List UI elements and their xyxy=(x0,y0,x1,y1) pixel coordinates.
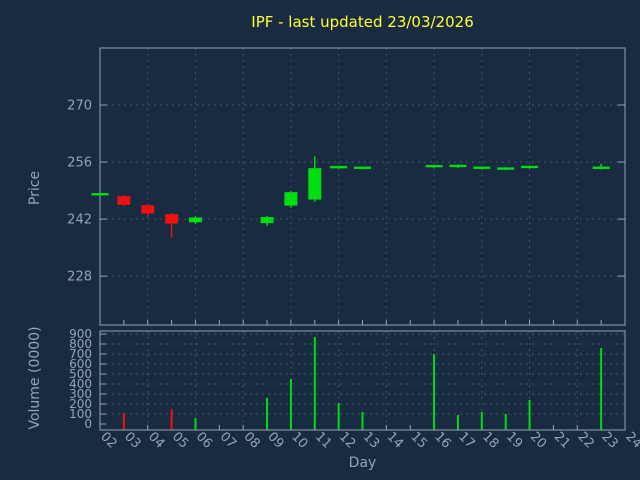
candle-body xyxy=(473,166,491,169)
x-tick-label: 11 xyxy=(312,429,334,451)
x-tick-label: 15 xyxy=(408,429,430,451)
x-tick-label: 07 xyxy=(217,429,239,451)
candle-body xyxy=(497,167,515,170)
x-tick-label: 16 xyxy=(431,429,453,451)
x-tick-label: 23 xyxy=(598,429,620,451)
volume-tick-label: 700 xyxy=(69,347,92,361)
volume-tick-label: 100 xyxy=(69,407,92,421)
x-tick-label: 13 xyxy=(360,429,382,451)
candle-body xyxy=(592,166,610,169)
price-tick-label: 256 xyxy=(67,156,92,171)
x-tick-label: 22 xyxy=(575,429,597,451)
x-axis-label: Day xyxy=(348,455,377,471)
volume-panel-border xyxy=(99,330,626,431)
volume-axis-label: Volume (0000) xyxy=(27,326,43,430)
volume-tick-label: 0 xyxy=(84,417,92,431)
x-tick-label: 14 xyxy=(384,429,406,451)
x-tick-label: 06 xyxy=(193,429,215,451)
candle-body xyxy=(260,217,274,224)
candle-body xyxy=(165,214,179,224)
x-tick-label: 19 xyxy=(503,429,525,451)
x-tick-label: 08 xyxy=(241,429,263,451)
chart-title: IPF - last updated 23/03/2026 xyxy=(251,13,474,31)
x-tick-label: 04 xyxy=(145,429,167,451)
price-tick-label: 242 xyxy=(67,213,92,228)
x-tick-label: 02 xyxy=(97,429,119,451)
x-tick-label: 09 xyxy=(264,429,286,451)
volume-tick-label: 400 xyxy=(69,377,92,391)
volume-tick-label: 500 xyxy=(69,367,92,381)
x-tick-label: 21 xyxy=(551,429,573,451)
candle-body xyxy=(330,165,348,169)
candle-body xyxy=(521,165,539,169)
x-tick-label: 17 xyxy=(455,429,477,451)
volume-tick-label: 300 xyxy=(69,387,92,401)
volume-tick-label: 900 xyxy=(69,327,92,341)
candle-body xyxy=(354,166,371,169)
price-tick-label: 228 xyxy=(67,270,92,285)
candle-body xyxy=(117,196,131,205)
volume-tick-label: 200 xyxy=(69,397,92,411)
candle-body xyxy=(425,164,443,168)
price-axis-label: Price xyxy=(27,170,43,206)
candle-body xyxy=(188,217,202,223)
candle-body xyxy=(308,168,322,200)
price-tick-label: 270 xyxy=(67,99,92,114)
x-tick-label: 05 xyxy=(169,429,191,451)
x-tick-label: 12 xyxy=(336,429,358,451)
candle-body xyxy=(91,193,109,196)
x-tick-label: 03 xyxy=(121,429,143,451)
candle-body xyxy=(141,205,155,214)
volume-tick-label: 600 xyxy=(69,357,92,371)
candle-body xyxy=(449,164,467,168)
candle-body xyxy=(284,192,298,206)
x-tick-label: 24 xyxy=(622,429,640,451)
x-tick-label: 10 xyxy=(288,429,310,451)
volume-tick-label: 800 xyxy=(69,337,92,351)
x-tick-label: 20 xyxy=(527,429,549,451)
x-tick-label: 18 xyxy=(479,429,501,451)
price-panel-border xyxy=(99,47,626,326)
